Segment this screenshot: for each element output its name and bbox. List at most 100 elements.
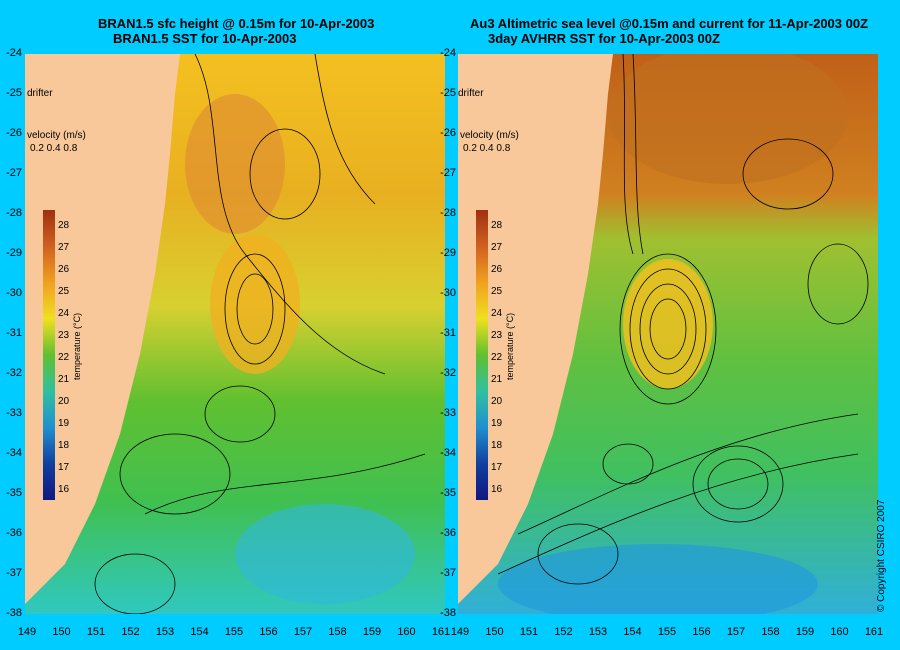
- x-tick-label: 152: [554, 626, 573, 638]
- colorbar-tick-label: 22: [491, 352, 503, 363]
- colorbar-tick-label: 28: [491, 220, 503, 231]
- left-velocity-label: velocity (m/s): [27, 130, 86, 141]
- x-tick-label: 160: [397, 626, 416, 638]
- colorbar-tick-label: 17: [491, 462, 503, 473]
- right-colorbar-title: temperature (°C): [505, 312, 515, 380]
- left-title-line1: BRAN1.5 sfc height @ 0.15m for 10-Apr-20…: [98, 16, 375, 31]
- y-tick-label: -38: [440, 607, 456, 619]
- left-sst-map: [25, 54, 445, 614]
- right-colorbar: [476, 210, 488, 500]
- x-tick-label: 149: [17, 626, 37, 638]
- colorbar-tick-label: 27: [58, 242, 70, 253]
- y-tick-label: -28: [440, 207, 456, 219]
- y-tick-label: -29: [440, 247, 456, 259]
- right-title-line1: Au3 Altimetric sea level @0.15m and curr…: [470, 16, 869, 31]
- colorbar-tick-label: 23: [491, 330, 503, 341]
- x-tick-label: 154: [190, 626, 209, 638]
- colorbar-tick-label: 16: [491, 484, 503, 495]
- y-tick-label: -36: [440, 527, 456, 539]
- y-tick-label: -36: [6, 527, 22, 539]
- colorbar-tick-label: 19: [58, 418, 70, 429]
- y-tick-label: -26: [6, 127, 22, 139]
- x-tick-label: 151: [86, 626, 106, 638]
- y-tick-label: -24: [6, 47, 22, 59]
- y-tick-label: -31: [6, 327, 22, 339]
- colorbar-tick-label: 21: [58, 374, 70, 385]
- colorbar-tick-label: 19: [491, 418, 503, 429]
- y-tick-label: -35: [440, 487, 456, 499]
- y-tick-label: -24: [440, 47, 456, 59]
- colorbar-tick-label: 18: [58, 440, 70, 451]
- left-title-line2: BRAN1.5 SST for 10-Apr-2003: [113, 31, 297, 46]
- x-tick-label: 161: [431, 626, 451, 638]
- y-tick-label: -32: [6, 367, 22, 379]
- colorbar-tick-label: 27: [491, 242, 503, 253]
- colorbar-tick-label: 17: [58, 462, 70, 473]
- colorbar-tick-label: 25: [491, 286, 503, 297]
- x-tick-label: 155: [657, 626, 677, 638]
- x-tick-label: 152: [121, 626, 140, 638]
- copyright-notice: © Copyright CSIRO 2007: [876, 499, 887, 612]
- left-colorbar-title: temperature (°C): [72, 312, 82, 380]
- colorbar-tick-label: 28: [58, 220, 70, 231]
- x-tick-label: 150: [485, 626, 504, 638]
- x-tick-label: 157: [293, 626, 313, 638]
- right-velocity-label: velocity (m/s): [460, 130, 519, 141]
- x-tick-label: 159: [362, 626, 382, 638]
- y-tick-label: -31: [440, 327, 456, 339]
- y-tick-label: -28: [6, 207, 22, 219]
- colorbar-tick-label: 21: [491, 374, 503, 385]
- x-tick-label: 158: [328, 626, 347, 638]
- y-tick-label: -37: [6, 567, 22, 579]
- y-tick-label: -27: [6, 167, 22, 179]
- y-tick-label: -34: [440, 447, 456, 459]
- x-tick-label: 156: [692, 626, 711, 638]
- x-tick-label: 159: [795, 626, 815, 638]
- y-tick-label: -33: [440, 407, 456, 419]
- x-tick-label: 153: [155, 626, 175, 638]
- y-tick-label: -30: [440, 287, 456, 299]
- left-drifter-label: drifter: [27, 88, 53, 99]
- left-velocity-scale: 0.2 0.4 0.8: [30, 143, 78, 154]
- colorbar-tick-label: 20: [491, 396, 503, 407]
- x-tick-label: 157: [726, 626, 746, 638]
- colorbar-tick-label: 25: [58, 286, 70, 297]
- y-tick-label: -25: [6, 87, 22, 99]
- x-tick-label: 156: [259, 626, 278, 638]
- right-drifter-label: drifter: [458, 88, 484, 99]
- colorbar-tick-label: 18: [491, 440, 503, 451]
- y-tick-label: -35: [6, 487, 22, 499]
- y-tick-label: -30: [6, 287, 22, 299]
- right-map-graphic: [458, 54, 878, 614]
- y-tick-label: -33: [6, 407, 22, 419]
- x-tick-label: 149: [450, 626, 470, 638]
- y-tick-label: -25: [440, 87, 456, 99]
- y-tick-label: -26: [440, 127, 456, 139]
- y-tick-label: -32: [440, 367, 456, 379]
- left-colorbar: [43, 210, 55, 500]
- colorbar-tick-label: 20: [58, 396, 70, 407]
- left-map-graphic: [25, 54, 445, 614]
- colorbar-tick-label: 23: [58, 330, 70, 341]
- y-tick-label: -27: [440, 167, 456, 179]
- colorbar-tick-label: 16: [58, 484, 70, 495]
- colorbar-tick-label: 26: [491, 264, 503, 275]
- right-velocity-scale: 0.2 0.4 0.8: [463, 143, 511, 154]
- x-tick-label: 158: [761, 626, 780, 638]
- y-tick-label: -37: [440, 567, 456, 579]
- right-sst-map: [458, 54, 878, 614]
- colorbar-tick-label: 22: [58, 352, 70, 363]
- x-tick-label: 151: [519, 626, 539, 638]
- x-tick-label: 160: [830, 626, 849, 638]
- x-tick-label: 155: [224, 626, 244, 638]
- y-tick-label: -34: [6, 447, 22, 459]
- right-title-line2: 3day AVHRR SST for 10-Apr-2003 00Z: [488, 31, 720, 46]
- colorbar-tick-label: 24: [491, 308, 503, 319]
- colorbar-tick-label: 26: [58, 264, 70, 275]
- y-tick-label: -29: [6, 247, 22, 259]
- x-tick-label: 154: [623, 626, 642, 638]
- colorbar-tick-label: 24: [58, 308, 70, 319]
- x-tick-label: 161: [864, 626, 884, 638]
- y-tick-label: -38: [6, 607, 22, 619]
- x-tick-label: 153: [588, 626, 608, 638]
